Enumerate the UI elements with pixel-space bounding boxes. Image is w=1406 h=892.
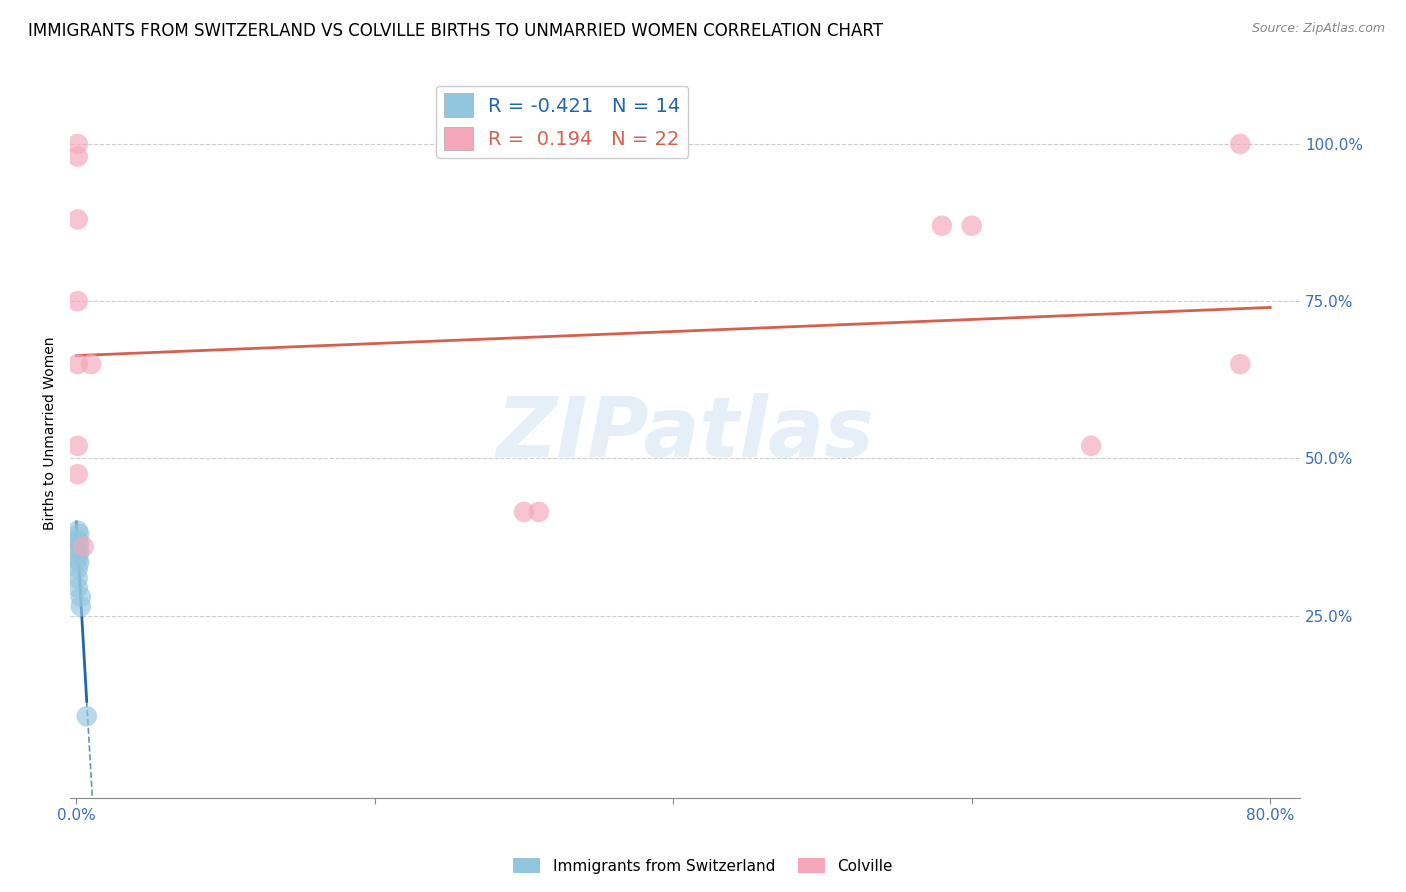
Point	[69, 599, 91, 614]
Point	[66, 439, 89, 453]
Point	[76, 709, 98, 723]
Text: Source: ZipAtlas.com: Source: ZipAtlas.com	[1251, 22, 1385, 36]
Point	[527, 505, 550, 519]
Point	[1229, 136, 1251, 151]
Point	[66, 580, 89, 594]
Legend: R = -0.421   N = 14, R =  0.194   N = 22: R = -0.421 N = 14, R = 0.194 N = 22	[436, 86, 689, 158]
Point	[66, 533, 89, 548]
Point	[66, 357, 89, 371]
Point	[1080, 439, 1102, 453]
Point	[67, 555, 90, 569]
Point	[67, 546, 90, 560]
Point	[66, 136, 89, 151]
Point	[66, 552, 89, 566]
Y-axis label: Births to Unmarried Women: Births to Unmarried Women	[44, 336, 58, 530]
Point	[73, 540, 96, 554]
Point	[66, 542, 89, 557]
Point	[67, 527, 90, 541]
Point	[66, 150, 89, 164]
Text: ZIPatlas: ZIPatlas	[496, 392, 875, 474]
Point	[66, 294, 89, 309]
Point	[80, 357, 103, 371]
Point	[69, 590, 91, 604]
Point	[66, 524, 89, 538]
Legend: Immigrants from Switzerland, Colville: Immigrants from Switzerland, Colville	[506, 852, 900, 880]
Point	[960, 219, 983, 233]
Point	[931, 219, 953, 233]
Point	[66, 467, 89, 482]
Point	[66, 561, 89, 575]
Point	[67, 536, 90, 550]
Point	[66, 571, 89, 585]
Point	[1229, 357, 1251, 371]
Text: IMMIGRANTS FROM SWITZERLAND VS COLVILLE BIRTHS TO UNMARRIED WOMEN CORRELATION CH: IMMIGRANTS FROM SWITZERLAND VS COLVILLE …	[28, 22, 883, 40]
Point	[66, 212, 89, 227]
Point	[513, 505, 536, 519]
